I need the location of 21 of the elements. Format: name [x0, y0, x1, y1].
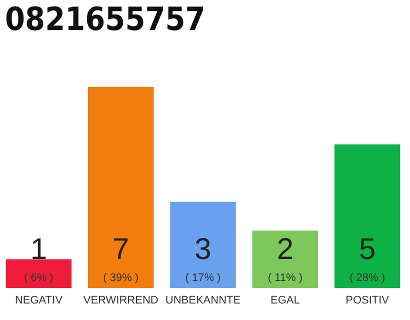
bar	[334, 144, 400, 288]
data-label: 7	[112, 233, 130, 266]
annotation: ( 28% )	[350, 272, 386, 284]
x-tick-label: EGAL	[270, 294, 300, 306]
annotation: ( 11% )	[268, 272, 302, 284]
data-label: 1	[30, 233, 48, 266]
data-label: 3	[194, 233, 212, 266]
chart-title: 0821655757	[5, 0, 206, 38]
bar	[252, 230, 318, 288]
annotation: ( 17% )	[185, 272, 221, 284]
x-tick-label: NEGATIV	[14, 294, 64, 306]
data-label: 5	[358, 233, 376, 266]
data-label: 2	[276, 233, 294, 266]
x-tick-label: VERWIRREND	[83, 294, 158, 306]
bar	[88, 87, 154, 288]
bar	[170, 202, 236, 288]
x-tick-label: POSITIV	[346, 294, 390, 306]
bar	[6, 259, 72, 288]
annotation: ( 39% )	[103, 272, 139, 284]
x-tick-label: UNBEKANNTE	[165, 294, 241, 306]
annotation: ( 6% )	[24, 272, 54, 284]
